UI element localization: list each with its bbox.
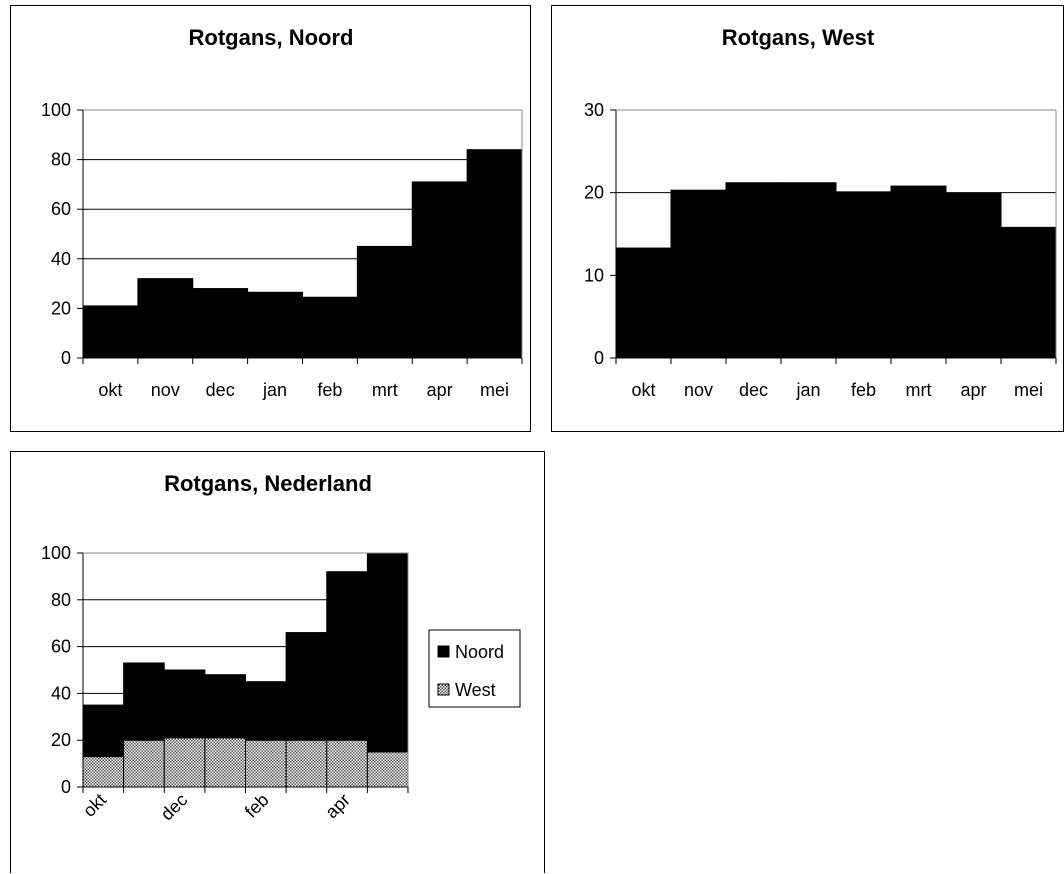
x-tick-label: dec	[739, 380, 768, 400]
x-tick-label: nov	[151, 380, 180, 400]
x-tick-label: jan	[795, 380, 820, 400]
y-tick-label: 80	[51, 590, 71, 610]
bar-west	[82, 756, 125, 788]
x-tick-label: apr	[321, 790, 354, 823]
bar	[615, 247, 672, 359]
bar	[247, 291, 303, 359]
bar	[780, 182, 837, 359]
bar-noord	[123, 662, 165, 741]
bar	[411, 181, 468, 359]
chart-title: Rotgans, Noord	[189, 25, 354, 50]
x-tick-label: feb	[317, 380, 342, 400]
x-tick-label: dec	[206, 380, 235, 400]
x-tick-label: apr	[960, 380, 986, 400]
y-tick-label: 80	[51, 150, 71, 170]
bar-west	[245, 739, 287, 788]
bar-noord	[82, 704, 125, 758]
chart-title: Rotgans, Nederland	[164, 471, 372, 496]
y-tick-label: 0	[61, 348, 71, 368]
chart-noord: Rotgans, Noord 0 20 40 60 80 100 okt nov dec jan f…	[41, 25, 523, 400]
bar	[945, 192, 1002, 359]
bar-noord	[285, 632, 328, 741]
bar-west	[285, 739, 328, 788]
y-tick-label: 30	[584, 100, 604, 120]
bar-noord	[326, 571, 368, 741]
y-tick-label: 20	[584, 183, 604, 203]
bar-noord	[163, 669, 206, 739]
bar-west	[366, 751, 409, 788]
x-tick-label: apr	[427, 380, 453, 400]
bar-west	[326, 739, 368, 788]
chart-title: Rotgans, West	[722, 25, 875, 50]
y-tick-label: 100	[41, 100, 71, 120]
bar	[466, 149, 523, 359]
x-tick-label: okt	[79, 790, 110, 821]
bar	[890, 185, 947, 359]
bar	[1000, 226, 1057, 359]
x-tick-label: feb	[241, 790, 273, 822]
bar	[192, 288, 249, 359]
y-tick-label: 40	[51, 683, 71, 703]
chart-panel-nederland: Rotgans, Nederland 0 20 40 60 80 100 okt dec feb…	[10, 451, 545, 873]
x-tick-label: mei	[1014, 380, 1043, 400]
bar-noord	[366, 552, 409, 753]
bar-west	[123, 739, 165, 788]
x-tick-label: nov	[684, 380, 713, 400]
chart-panel-noord: Rotgans, Noord 0 20 40 60 80 100 okt nov dec jan f…	[10, 5, 531, 432]
bar-noord	[245, 681, 287, 741]
bar-west	[204, 737, 246, 788]
chart-panel-west: Rotgans, West 0 10 20 30 okt nov dec jan feb mrt a…	[551, 5, 1064, 432]
chart-nederland: Rotgans, Nederland 0 20 40 60 80 100 okt dec feb…	[41, 471, 521, 825]
legend-label-west: West	[455, 680, 496, 700]
legend-swatch-noord	[437, 645, 450, 658]
bar	[137, 278, 194, 359]
y-tick-label: 0	[61, 777, 71, 797]
bar	[725, 182, 782, 359]
y-tick-label: 20	[51, 298, 71, 318]
x-tick-label: okt	[98, 380, 122, 400]
y-tick-label: 20	[51, 730, 71, 750]
legend-label-noord: Noord	[455, 642, 504, 662]
chart-west: Rotgans, West 0 10 20 30 okt nov dec jan feb mrt a…	[584, 25, 1057, 400]
y-tick-label: 40	[51, 249, 71, 269]
x-tick-label: jan	[262, 380, 287, 400]
y-tick-label: 60	[51, 199, 71, 219]
x-tick-label: mrt	[906, 380, 932, 400]
y-tick-label: 0	[594, 348, 604, 368]
bar	[356, 245, 413, 359]
bar	[82, 305, 139, 359]
y-tick-label: 10	[584, 265, 604, 285]
x-tick-label: okt	[631, 380, 655, 400]
bar-west	[163, 737, 206, 788]
x-tick-label: mrt	[372, 380, 398, 400]
bar-noord	[204, 674, 246, 739]
bar	[670, 189, 727, 359]
bar	[835, 191, 892, 359]
legend-swatch-west	[437, 683, 450, 696]
x-tick-label: mei	[480, 380, 509, 400]
x-tick-label: feb	[851, 380, 876, 400]
x-tick-label: dec	[157, 790, 192, 825]
y-tick-label: 100	[41, 543, 71, 563]
bar	[302, 296, 358, 359]
y-tick-label: 60	[51, 637, 71, 657]
